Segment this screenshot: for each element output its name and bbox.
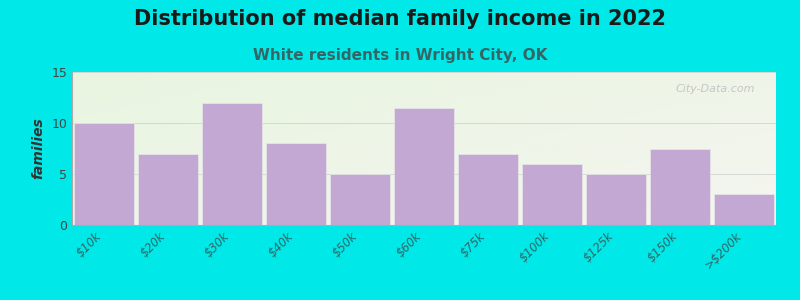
Bar [202, 103, 262, 225]
Bar [714, 194, 774, 225]
Bar [522, 164, 582, 225]
Bar [394, 108, 454, 225]
Bar [266, 143, 326, 225]
Text: Distribution of median family income in 2022: Distribution of median family income in … [134, 9, 666, 29]
Bar [650, 148, 710, 225]
Text: City-Data.com: City-Data.com [675, 84, 755, 94]
Bar [330, 174, 390, 225]
Bar [458, 154, 518, 225]
Y-axis label: families: families [32, 118, 46, 179]
Bar [586, 174, 646, 225]
Text: White residents in Wright City, OK: White residents in Wright City, OK [253, 48, 547, 63]
Bar [74, 123, 134, 225]
Bar [138, 154, 198, 225]
